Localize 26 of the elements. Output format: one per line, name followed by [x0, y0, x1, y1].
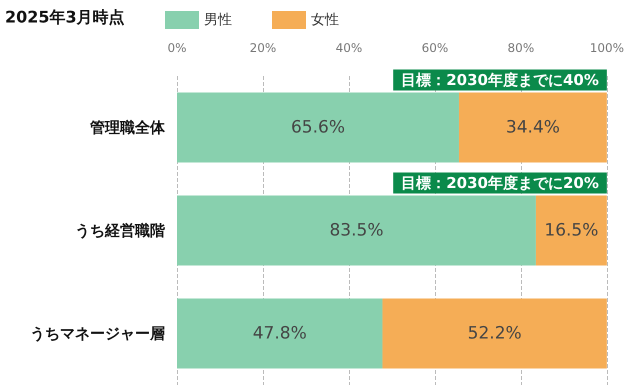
- bar: [177, 196, 536, 266]
- bar: [382, 298, 607, 368]
- x-tick-label: 100%: [590, 41, 624, 55]
- annotation: 目標：2030年度までに20%: [401, 174, 599, 192]
- legend-label: 男性: [204, 12, 232, 28]
- data-label: 65.6%: [290, 118, 345, 138]
- legend-label: 女性: [311, 12, 339, 28]
- data-label: 83.5%: [329, 220, 384, 240]
- y-tick-label: うちマネージャー層: [30, 324, 165, 342]
- data-label: 52.2%: [468, 324, 522, 344]
- annotation: 目標：2030年度までに40%: [401, 71, 599, 89]
- x-tick-label: 20%: [250, 41, 276, 55]
- y-tick-label: 管理職全体: [89, 118, 166, 136]
- x-tick-label: 0%: [167, 41, 187, 55]
- bar: [458, 92, 607, 162]
- x-tick-label: 80%: [508, 41, 534, 55]
- data-label: 47.8%: [252, 324, 307, 344]
- y-tick-label: うち経営職階: [75, 222, 166, 240]
- bar: [177, 92, 459, 162]
- data-label: 34.4%: [506, 118, 560, 138]
- bar: [177, 298, 382, 368]
- x-tick-label: 60%: [422, 41, 448, 55]
- bar: [536, 196, 607, 266]
- data-label: 16.5%: [544, 220, 598, 240]
- chart-title: 2025年3月時点: [5, 8, 125, 26]
- x-tick-label: 40%: [336, 41, 362, 55]
